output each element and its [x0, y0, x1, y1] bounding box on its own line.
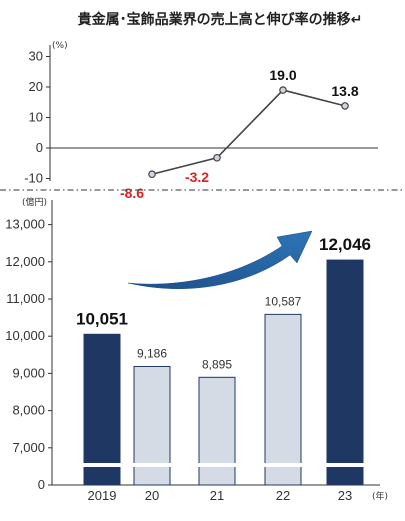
growth-line-chart: (%) 30 20 10 0 -10 -8.6 -3.2 19.0 13.8 [24, 41, 378, 201]
sales-bar-chart: (億円) 13,000 12,000 11,000 10,000 9,000 8,000 7… [5, 196, 388, 503]
bar-x-tick-label: 2019 [88, 488, 117, 503]
line-y-tick-label: 20 [29, 79, 43, 94]
line-y-tick-label: 0 [36, 140, 43, 155]
bar-x-tick-label: 21 [210, 488, 224, 503]
bar [264, 313, 302, 486]
bar-y-tick-label: 12,000 [5, 254, 45, 269]
line-data-label: -3.2 [185, 169, 209, 185]
line-point [341, 102, 349, 110]
bar-data-label: 9,186 [137, 346, 167, 360]
line-point [213, 153, 221, 162]
bar-y-tick-label: 10,000 [5, 328, 45, 343]
bar-data-label: 10,587 [265, 294, 302, 308]
line-points: -8.6 -3.2 19.0 13.8 [120, 67, 359, 201]
axis-break [53, 463, 381, 467]
bar-y-tick-label: 7,000 [12, 440, 45, 455]
bars: 10,051 9,186 8,895 10,587 12,046 [76, 235, 371, 486]
bar-x-ticks: 2019 20 21 22 23 [88, 488, 353, 503]
bar-x-tick-label: 22 [276, 488, 290, 503]
growth-arrow-icon: 20%UP [127, 230, 313, 289]
bar-y-tick-label: 13,000 [5, 217, 45, 232]
bar-x-unit: (年) [372, 490, 388, 502]
bar-y-tick-label: 0 [38, 477, 45, 492]
bar-data-label: 8,895 [202, 357, 232, 371]
bar-y-tick-label: 8,000 [12, 403, 45, 418]
line-y-unit: (%) [52, 41, 68, 51]
line-point [148, 170, 156, 179]
bar-data-label: 10,051 [76, 309, 128, 328]
bar-y-tick-label: 11,000 [6, 291, 45, 306]
bar [326, 259, 364, 486]
bar-y-tick-label: 9,000 [12, 365, 45, 380]
line-y-tick-label: 30 [29, 49, 43, 64]
line-y-tick-label: 10 [29, 110, 43, 125]
line-y-tick-label: -10 [24, 171, 43, 186]
bar-x-tick-label: 20 [145, 488, 159, 503]
bar-y-unit: (億円) [22, 196, 47, 208]
bar-x-tick-label: 23 [338, 488, 352, 503]
line-y-ticks: 30 20 10 0 -10 [24, 49, 50, 186]
bar [83, 333, 121, 486]
bar [198, 376, 236, 486]
growth-series-line [151, 89, 346, 176]
bar-data-label: 12,046 [319, 235, 371, 254]
chart-title: 貴金属･宝飾品業界の売上高と伸び率の推移↵ [78, 11, 363, 28]
line-data-label: 13.8 [331, 83, 358, 99]
line-data-label: 19.0 [269, 67, 296, 83]
bar-y-ticks: 13,000 12,000 11,000 10,000 9,000 8,000 7,000 0 [5, 217, 52, 492]
bar [133, 365, 171, 486]
line-point [279, 86, 287, 94]
line-data-label: -8.6 [120, 185, 144, 201]
